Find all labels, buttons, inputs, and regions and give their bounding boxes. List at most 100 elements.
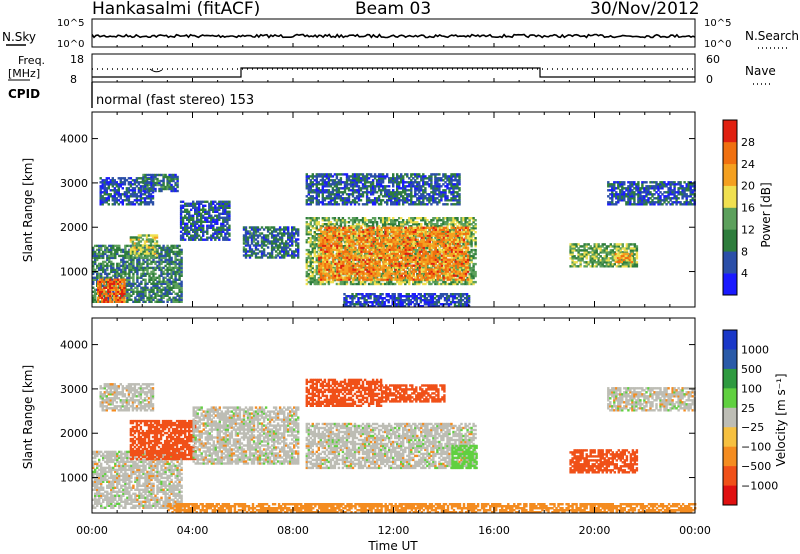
heatmap-cell <box>172 282 175 285</box>
heatmap-cell <box>124 248 127 252</box>
heatmap-cell <box>129 203 133 206</box>
heatmap-cell <box>127 195 131 198</box>
heatmap-cell <box>440 268 443 272</box>
heatmap-cell <box>99 177 102 180</box>
heatmap-cell <box>408 282 411 286</box>
heatmap-cell <box>194 226 197 229</box>
heatmap-cell <box>135 197 139 200</box>
heatmap-cell <box>468 241 471 244</box>
heatmap-cell <box>144 187 147 191</box>
heatmap-cell <box>122 264 125 268</box>
heatmap-cell <box>107 282 110 285</box>
heatmap-cell <box>371 276 375 280</box>
heatmap-cell <box>224 218 227 221</box>
heatmap-cell <box>105 193 108 196</box>
heatmap-cell <box>289 254 292 257</box>
heatmap-cell <box>347 217 351 220</box>
heatmap-cell <box>115 201 118 204</box>
heatmap-cell <box>140 296 143 299</box>
heatmap-cell <box>200 238 203 241</box>
heatmap-cell <box>166 282 169 285</box>
heatmap-cell <box>398 282 401 286</box>
heatmap-cell <box>204 216 207 219</box>
heatmap-cell <box>149 242 153 245</box>
heatmap-cell <box>309 262 312 266</box>
heatmap-cell <box>126 278 129 281</box>
heatmap-cell <box>135 179 139 182</box>
heatmap-cell <box>228 218 231 221</box>
heatmap-cell <box>186 210 189 213</box>
heatmap-cell <box>434 217 437 220</box>
heatmap-cell <box>151 240 155 243</box>
heatmap-cell <box>184 214 187 217</box>
heatmap-cell <box>266 242 270 245</box>
heatmap-cell <box>244 248 248 251</box>
heatmap-cell <box>283 256 286 259</box>
heatmap-cell <box>97 280 100 283</box>
heatmap-cell <box>130 288 133 291</box>
heatmap-cell <box>124 260 127 264</box>
heatmap-cell <box>160 185 163 189</box>
heatmap-cell <box>174 175 177 179</box>
heatmap-cell <box>99 292 102 295</box>
heatmap-cell <box>361 217 365 220</box>
heatmap-cell <box>305 252 308 256</box>
heatmap-cell <box>160 268 163 272</box>
heatmap-cell <box>400 223 403 226</box>
heatmap-cell <box>121 288 124 291</box>
heatmap-cell <box>128 298 131 301</box>
heatmap-cell <box>111 280 114 283</box>
heatmap-cell <box>160 246 163 250</box>
heatmap-cell <box>119 280 122 283</box>
heatmap-cell <box>179 222 183 225</box>
heatmap-cell <box>96 252 99 256</box>
heatmap-cell <box>152 268 155 272</box>
heatmap-cell <box>153 242 157 245</box>
heatmap-cell <box>313 280 316 284</box>
heatmap-cell <box>92 290 95 293</box>
heatmap-cell <box>124 252 127 256</box>
heatmap-cell <box>156 183 159 187</box>
heatmap-cell <box>321 270 324 274</box>
heatmap-cell <box>112 254 115 258</box>
heatmap-cell <box>214 208 217 211</box>
heatmap-cell <box>208 210 211 213</box>
heatmap-cell <box>408 280 411 284</box>
heatmap-cell <box>104 246 107 250</box>
heatmap-cell <box>228 210 231 213</box>
heatmap-cell <box>128 282 131 285</box>
heatmap-cell <box>309 264 312 268</box>
heatmap-cell <box>179 200 183 203</box>
heatmap-cell <box>440 278 443 282</box>
heatmap-cell <box>464 264 467 268</box>
heatmap-cell <box>355 229 359 232</box>
heatmap-cell <box>444 280 447 284</box>
heatmap-cell <box>440 248 443 252</box>
heatmap-cell <box>262 242 266 245</box>
heatmap-cell <box>226 204 229 207</box>
heatmap-cell <box>283 246 286 249</box>
heatmap-cell <box>116 274 119 277</box>
heatmap-cell <box>180 266 183 270</box>
heatmap-cell <box>363 246 367 250</box>
heatmap-cell <box>168 187 171 191</box>
heatmap-cell <box>92 268 95 272</box>
heatmap-cell <box>442 221 445 224</box>
heatmap-cell <box>351 282 355 286</box>
heatmap-cell <box>129 236 133 239</box>
heatmap-cell <box>105 296 108 299</box>
heatmap-cell <box>321 223 324 226</box>
heatmap-cell <box>135 242 139 245</box>
heatmap-cell <box>468 233 471 236</box>
heatmap-cell <box>309 256 312 260</box>
heatmap-cell <box>206 232 209 235</box>
heatmap-cell <box>166 258 169 262</box>
heatmap-cell <box>188 226 191 229</box>
heatmap-cell <box>466 280 469 284</box>
heatmap-cell <box>432 225 435 228</box>
heatmap-cell <box>317 246 320 250</box>
heatmap-cell <box>428 223 431 226</box>
heatmap-cell <box>128 266 131 270</box>
heatmap-cell <box>341 237 345 240</box>
